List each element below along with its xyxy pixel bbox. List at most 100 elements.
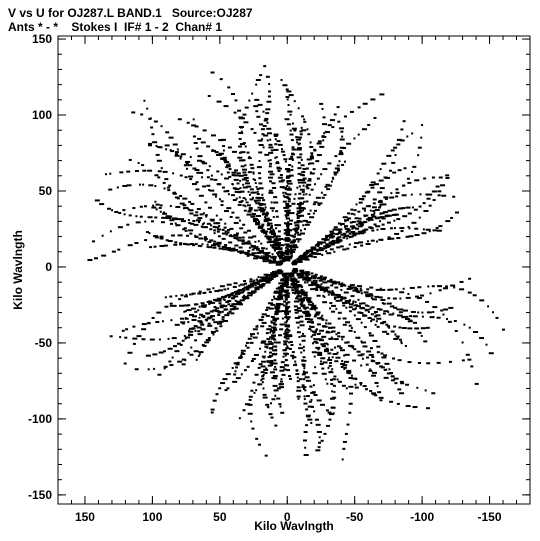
uv-point	[294, 309, 299, 312]
uv-point	[179, 157, 182, 160]
uv-point	[299, 270, 303, 273]
uv-point	[390, 330, 395, 333]
uv-point	[326, 382, 329, 385]
uv-point	[386, 325, 389, 328]
uv-point	[169, 204, 172, 207]
uv-point	[192, 167, 197, 170]
uv-point	[257, 276, 260, 279]
uv-point	[165, 131, 170, 134]
uv-point	[239, 126, 243, 129]
uv-point	[290, 283, 295, 286]
uv-point	[274, 319, 277, 322]
uv-point	[333, 297, 336, 300]
uv-point	[179, 343, 183, 346]
uv-point	[254, 98, 260, 101]
uv-point	[208, 302, 211, 305]
uv-point	[309, 308, 314, 311]
uv-point	[295, 369, 298, 372]
uv-point	[191, 124, 197, 127]
uv-point	[287, 221, 290, 224]
uv-point	[243, 294, 246, 297]
uv-point	[192, 135, 196, 138]
uv-point	[294, 259, 297, 262]
uv-point	[284, 160, 287, 163]
uv-point	[368, 369, 373, 372]
uv-point	[286, 90, 292, 93]
uv-point	[403, 167, 407, 170]
uv-point	[241, 240, 245, 243]
uv-point	[223, 210, 229, 213]
uv-point	[296, 274, 302, 277]
uv-point	[151, 316, 155, 319]
uv-point	[406, 177, 410, 180]
uv-point	[233, 237, 237, 240]
uv-point	[263, 119, 268, 122]
uv-point	[162, 212, 168, 215]
uv-point	[431, 190, 437, 193]
uv-point	[192, 219, 196, 222]
x-tick-label: 0	[284, 510, 291, 524]
uv-point	[396, 308, 399, 311]
uv-point	[179, 155, 182, 158]
uv-point	[291, 289, 295, 292]
uv-point	[261, 355, 266, 358]
uv-point	[330, 284, 334, 287]
uv-point	[315, 286, 320, 289]
uv-point	[239, 227, 244, 230]
uv-point	[206, 222, 211, 225]
uv-point	[288, 335, 293, 338]
uv-point	[303, 306, 309, 309]
uv-point	[297, 285, 302, 288]
uv-point	[242, 168, 248, 171]
uv-point	[220, 138, 226, 141]
uv-point	[345, 306, 348, 309]
uv-point	[325, 183, 330, 186]
uv-point	[370, 313, 374, 316]
uv-point	[321, 287, 326, 290]
uv-point	[401, 194, 407, 197]
uv-point	[432, 199, 436, 202]
uv-point	[218, 387, 222, 390]
uv-point	[302, 193, 305, 196]
y-tick-label: 150	[32, 32, 52, 46]
uv-point	[283, 348, 287, 351]
uv-point	[209, 189, 215, 192]
uv-point	[292, 282, 298, 285]
uv-point	[361, 195, 366, 198]
uv-point	[265, 332, 269, 335]
uv-point	[261, 249, 264, 252]
uv-point	[191, 183, 197, 186]
uv-point	[290, 354, 295, 357]
plot-frame	[57, 35, 531, 505]
uv-point	[322, 318, 325, 321]
uv-point	[269, 331, 272, 334]
uv-point	[314, 366, 317, 369]
uv-point	[224, 230, 228, 233]
uv-point	[399, 139, 405, 142]
uv-point	[151, 206, 157, 209]
uv-point	[169, 302, 173, 305]
uv-point	[213, 240, 217, 243]
uv-point	[388, 372, 393, 375]
uv-point	[282, 194, 285, 197]
uv-point	[479, 299, 485, 302]
uv-point	[331, 390, 334, 393]
uv-point	[291, 246, 296, 249]
uv-point	[325, 319, 328, 322]
uv-point	[266, 139, 269, 142]
uv-point	[316, 430, 322, 433]
uv-point	[373, 212, 376, 215]
uv-point	[405, 206, 411, 209]
uv-point	[150, 126, 154, 129]
uv-point	[380, 298, 386, 301]
uv-point	[213, 306, 217, 309]
uv-point	[223, 288, 227, 291]
uv-point	[376, 351, 380, 354]
uv-point	[297, 142, 301, 145]
uv-point	[277, 230, 281, 233]
uv-point	[309, 216, 315, 219]
uv-point	[232, 199, 237, 202]
uv-point	[219, 198, 222, 201]
uv-point	[304, 223, 310, 226]
uv-point	[357, 210, 361, 213]
